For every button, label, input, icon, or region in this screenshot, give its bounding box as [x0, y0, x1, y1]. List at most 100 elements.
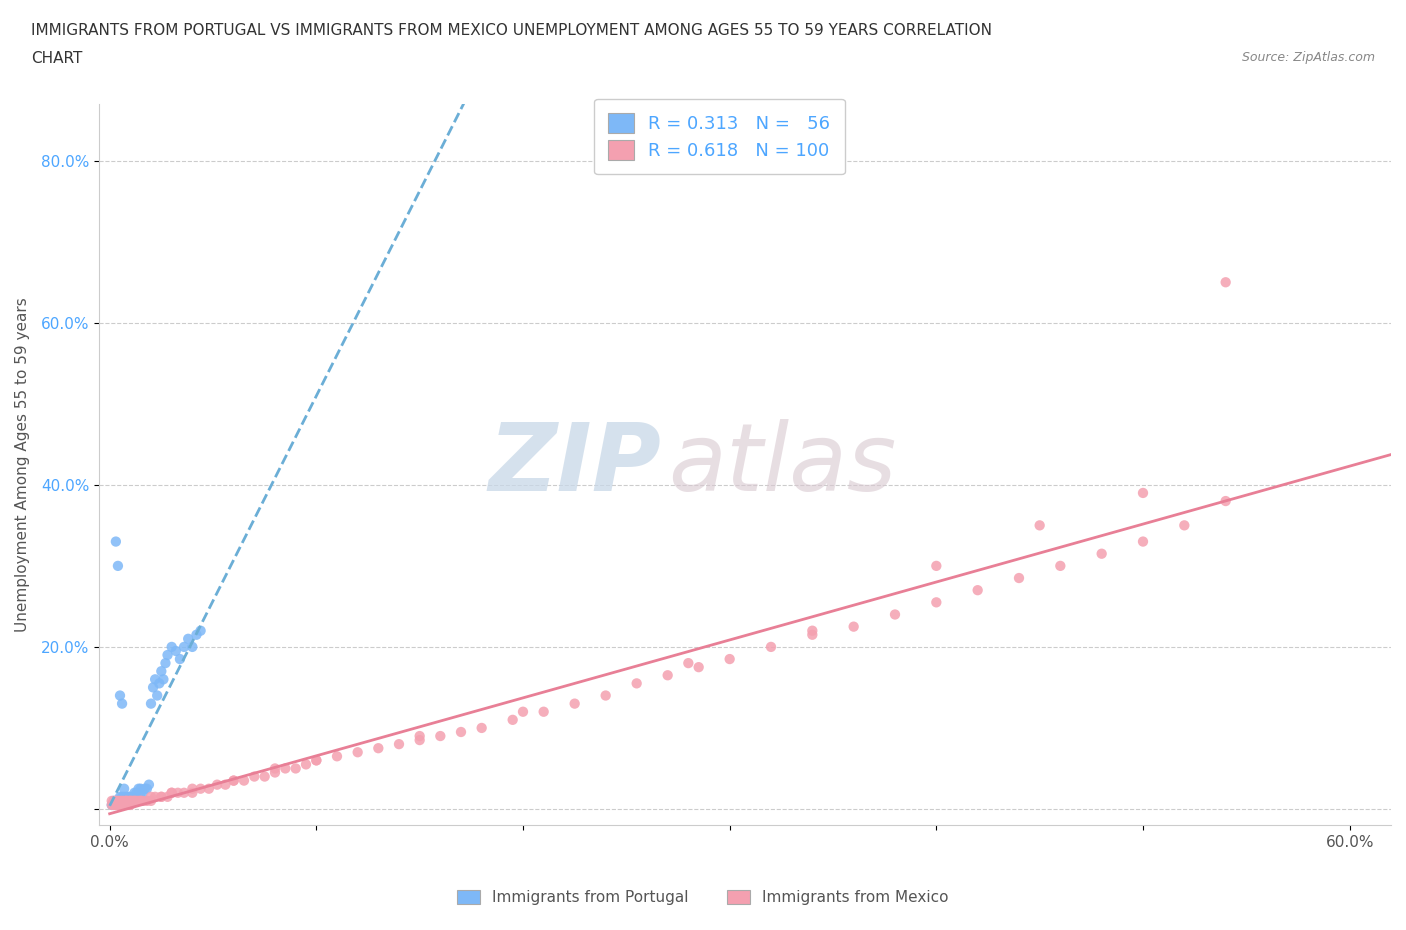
Point [115, 790, 138, 804]
Point [103, 798, 125, 813]
Point [718, 652, 741, 667]
Point [111, 798, 134, 813]
Point [274, 761, 297, 776]
Point [104, 798, 127, 813]
Point [128, 793, 150, 808]
Point [167, 785, 190, 800]
Point [104, 793, 127, 808]
Text: atlas: atlas [668, 419, 896, 510]
Point [173, 785, 195, 800]
Point [1049, 558, 1071, 573]
Point [124, 785, 146, 800]
Point [104, 798, 127, 813]
Point [284, 761, 307, 776]
Point [103, 798, 125, 813]
Point [160, 785, 183, 800]
Point [214, 777, 236, 792]
Point [1132, 534, 1154, 549]
Point [925, 558, 948, 573]
Point [117, 793, 139, 808]
Point [120, 798, 142, 813]
Point [117, 798, 139, 813]
Point [135, 781, 157, 796]
Point [564, 697, 586, 711]
Point [512, 704, 534, 719]
Point [429, 728, 451, 743]
Point [104, 534, 127, 549]
Point [129, 785, 152, 800]
Point [103, 793, 125, 808]
Point [111, 798, 134, 813]
Point [408, 733, 430, 748]
Point [112, 798, 135, 813]
Point [186, 628, 208, 643]
Point [103, 798, 125, 813]
Point [115, 793, 138, 808]
Point [156, 790, 179, 804]
Point [100, 793, 122, 808]
Point [169, 652, 191, 667]
Point [842, 619, 865, 634]
Point [150, 790, 173, 804]
Point [502, 712, 524, 727]
Point [626, 676, 648, 691]
Point [107, 798, 129, 813]
Point [117, 793, 139, 808]
Point [801, 628, 824, 643]
Point [128, 781, 150, 796]
Point [305, 753, 328, 768]
Text: IMMIGRANTS FROM PORTUGAL VS IMMIGRANTS FROM MEXICO UNEMPLOYMENT AMONG AGES 55 TO: IMMIGRANTS FROM PORTUGAL VS IMMIGRANTS F… [31, 23, 991, 38]
Point [1215, 275, 1237, 290]
Point [181, 781, 204, 796]
Point [533, 704, 555, 719]
Point [190, 623, 212, 638]
Text: Source: ZipAtlas.com: Source: ZipAtlas.com [1241, 51, 1375, 64]
Point [111, 798, 134, 813]
Point [111, 793, 134, 808]
Point [132, 785, 155, 800]
Point [198, 781, 221, 796]
Point [346, 745, 368, 760]
Point [1132, 485, 1154, 500]
Point [129, 781, 152, 796]
Point [156, 647, 179, 662]
Point [367, 741, 389, 756]
Point [139, 790, 162, 804]
Point [112, 793, 135, 808]
Point [471, 721, 494, 736]
Point [177, 631, 200, 646]
Point [111, 790, 134, 804]
Point [108, 793, 131, 808]
Point [326, 749, 349, 764]
Point [139, 793, 162, 808]
Point [103, 793, 125, 808]
Point [115, 798, 138, 813]
Text: ZIP: ZIP [488, 418, 661, 511]
Point [160, 785, 183, 800]
Point [233, 773, 256, 788]
Point [264, 765, 287, 780]
Point [124, 793, 146, 808]
Point [142, 680, 165, 695]
Point [120, 793, 142, 808]
Point [107, 798, 129, 813]
Point [143, 671, 166, 686]
Point [305, 753, 328, 768]
Point [222, 773, 245, 788]
Point [408, 728, 430, 743]
Point [100, 798, 122, 813]
Point [125, 785, 148, 800]
Point [135, 793, 157, 808]
Text: CHART: CHART [31, 51, 83, 66]
Point [148, 676, 170, 691]
Point [121, 790, 143, 804]
Point [111, 697, 134, 711]
Point [107, 558, 129, 573]
Point [1173, 518, 1195, 533]
Point [150, 790, 173, 804]
Point [155, 656, 177, 671]
Point [125, 793, 148, 808]
Point [120, 790, 142, 804]
Point [134, 781, 156, 796]
Point [190, 781, 212, 796]
